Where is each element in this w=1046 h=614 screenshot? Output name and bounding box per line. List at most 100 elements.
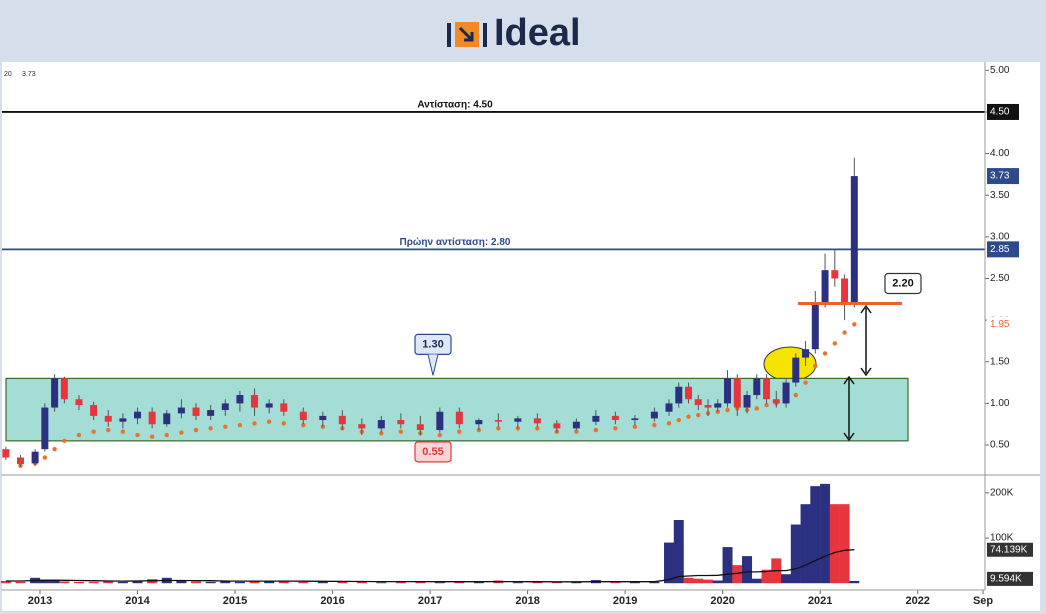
price-tag — [987, 241, 1019, 258]
volume-bar — [703, 579, 714, 584]
candle-body — [592, 415, 600, 422]
candle-body — [811, 303, 819, 350]
volume-bar — [73, 581, 84, 584]
candle-body — [514, 418, 522, 422]
sar-dot — [149, 434, 155, 439]
candle-body — [119, 418, 127, 422]
logo: Ideal — [447, 12, 581, 54]
volume-bar — [551, 581, 562, 584]
arrow-head — [860, 304, 872, 377]
y-tick-label: 200K — [990, 488, 1014, 499]
candle-body — [358, 424, 366, 429]
price-tag-label: 2.85 — [990, 244, 1010, 255]
sar-dot — [62, 438, 67, 444]
sar-dot — [593, 427, 599, 433]
candle-body — [338, 415, 346, 425]
candle-body — [850, 176, 858, 304]
sar-dot — [164, 432, 169, 438]
sar-dot — [842, 330, 847, 335]
candle-body — [831, 270, 839, 279]
sar-dot — [832, 341, 838, 346]
candle-body — [694, 399, 702, 406]
candle-body — [31, 451, 39, 464]
volume-bar — [473, 581, 484, 584]
sar-dot — [281, 421, 286, 426]
volume-bar — [88, 581, 99, 584]
sar-dot — [106, 427, 111, 433]
sar-dot — [754, 406, 759, 411]
candle-body — [221, 403, 229, 411]
sar-dot — [803, 380, 808, 385]
x-tick-label: 2019 — [613, 595, 637, 607]
volume-bar — [790, 524, 801, 584]
volume-tag-label: 74.139K — [990, 544, 1028, 555]
candle-body — [792, 357, 800, 383]
candle-body — [665, 403, 673, 412]
marks-layer: 0.501.001.502.002.503.003.504.004.505.00… — [0, 65, 1014, 607]
volume-bar — [0, 580, 11, 584]
volume-bar — [176, 580, 187, 584]
x-tick-label: 2014 — [125, 595, 150, 607]
sar-dot — [91, 429, 96, 434]
sar-dot — [179, 430, 184, 435]
volume-bar — [205, 581, 216, 584]
volume-bar — [683, 577, 694, 584]
volume-bar — [761, 569, 772, 584]
candle-body — [41, 407, 49, 450]
candle-body — [821, 270, 829, 304]
y-tick-label: 1.00 — [990, 398, 1010, 409]
price-tag-label: 4.50 — [990, 107, 1010, 118]
candle-body — [743, 395, 751, 408]
volume-bar — [376, 582, 387, 584]
candle-body — [704, 405, 712, 408]
price-tag-label: 1.95 — [990, 319, 1010, 330]
logo-arrow — [458, 26, 474, 42]
sar-dot — [574, 429, 579, 434]
candle-body — [416, 424, 424, 431]
sar-dot — [793, 392, 799, 398]
candle-body — [533, 418, 541, 424]
candle-body — [265, 403, 273, 408]
sar-dot — [696, 412, 701, 418]
sar-dot — [208, 426, 213, 431]
volume-bar — [664, 542, 675, 584]
volume-bar — [532, 581, 543, 584]
volume-bar — [722, 547, 733, 584]
volume-bar — [800, 504, 811, 584]
volume-bar — [839, 504, 850, 584]
volume-bar — [751, 578, 762, 584]
candle-body — [436, 411, 444, 431]
candle-body — [163, 413, 171, 425]
candle-body — [802, 349, 810, 358]
sar-dot — [193, 427, 199, 433]
volume-bar — [49, 580, 60, 584]
sar-dot — [301, 422, 306, 428]
volume-bar — [298, 581, 309, 584]
level-box — [884, 272, 922, 295]
y-tick-label: 100K — [990, 533, 1014, 544]
sar-dot — [379, 431, 384, 436]
candle-body — [475, 420, 483, 425]
volume-tag — [987, 542, 1033, 557]
logo-bar — [447, 23, 451, 47]
volume-bar — [454, 581, 465, 584]
sar-dot — [535, 426, 540, 431]
callout-label: 1.30 — [422, 338, 443, 350]
sar-dot — [822, 351, 828, 356]
candle-body — [236, 395, 244, 404]
volume-bar — [249, 580, 260, 584]
callout-label: 0.55 — [422, 446, 443, 458]
sar-dot — [852, 322, 857, 327]
over-layer: 1.30 0.55 2.20 4.50 3.73 2.85 1.95 74.139K 9.594… — [4, 71, 1033, 586]
y-tick-label: 3.00 — [990, 231, 1010, 242]
sar-dot — [252, 421, 257, 426]
candle-body — [733, 378, 741, 408]
candle-body — [714, 403, 722, 408]
candle-body — [553, 423, 561, 429]
header-bg — [0, 0, 1046, 62]
candle-body — [90, 405, 98, 416]
volume-bar — [356, 581, 367, 584]
x-tick-label: 2018 — [515, 595, 539, 607]
volume-bar — [673, 520, 684, 584]
volume-bar — [512, 582, 523, 584]
